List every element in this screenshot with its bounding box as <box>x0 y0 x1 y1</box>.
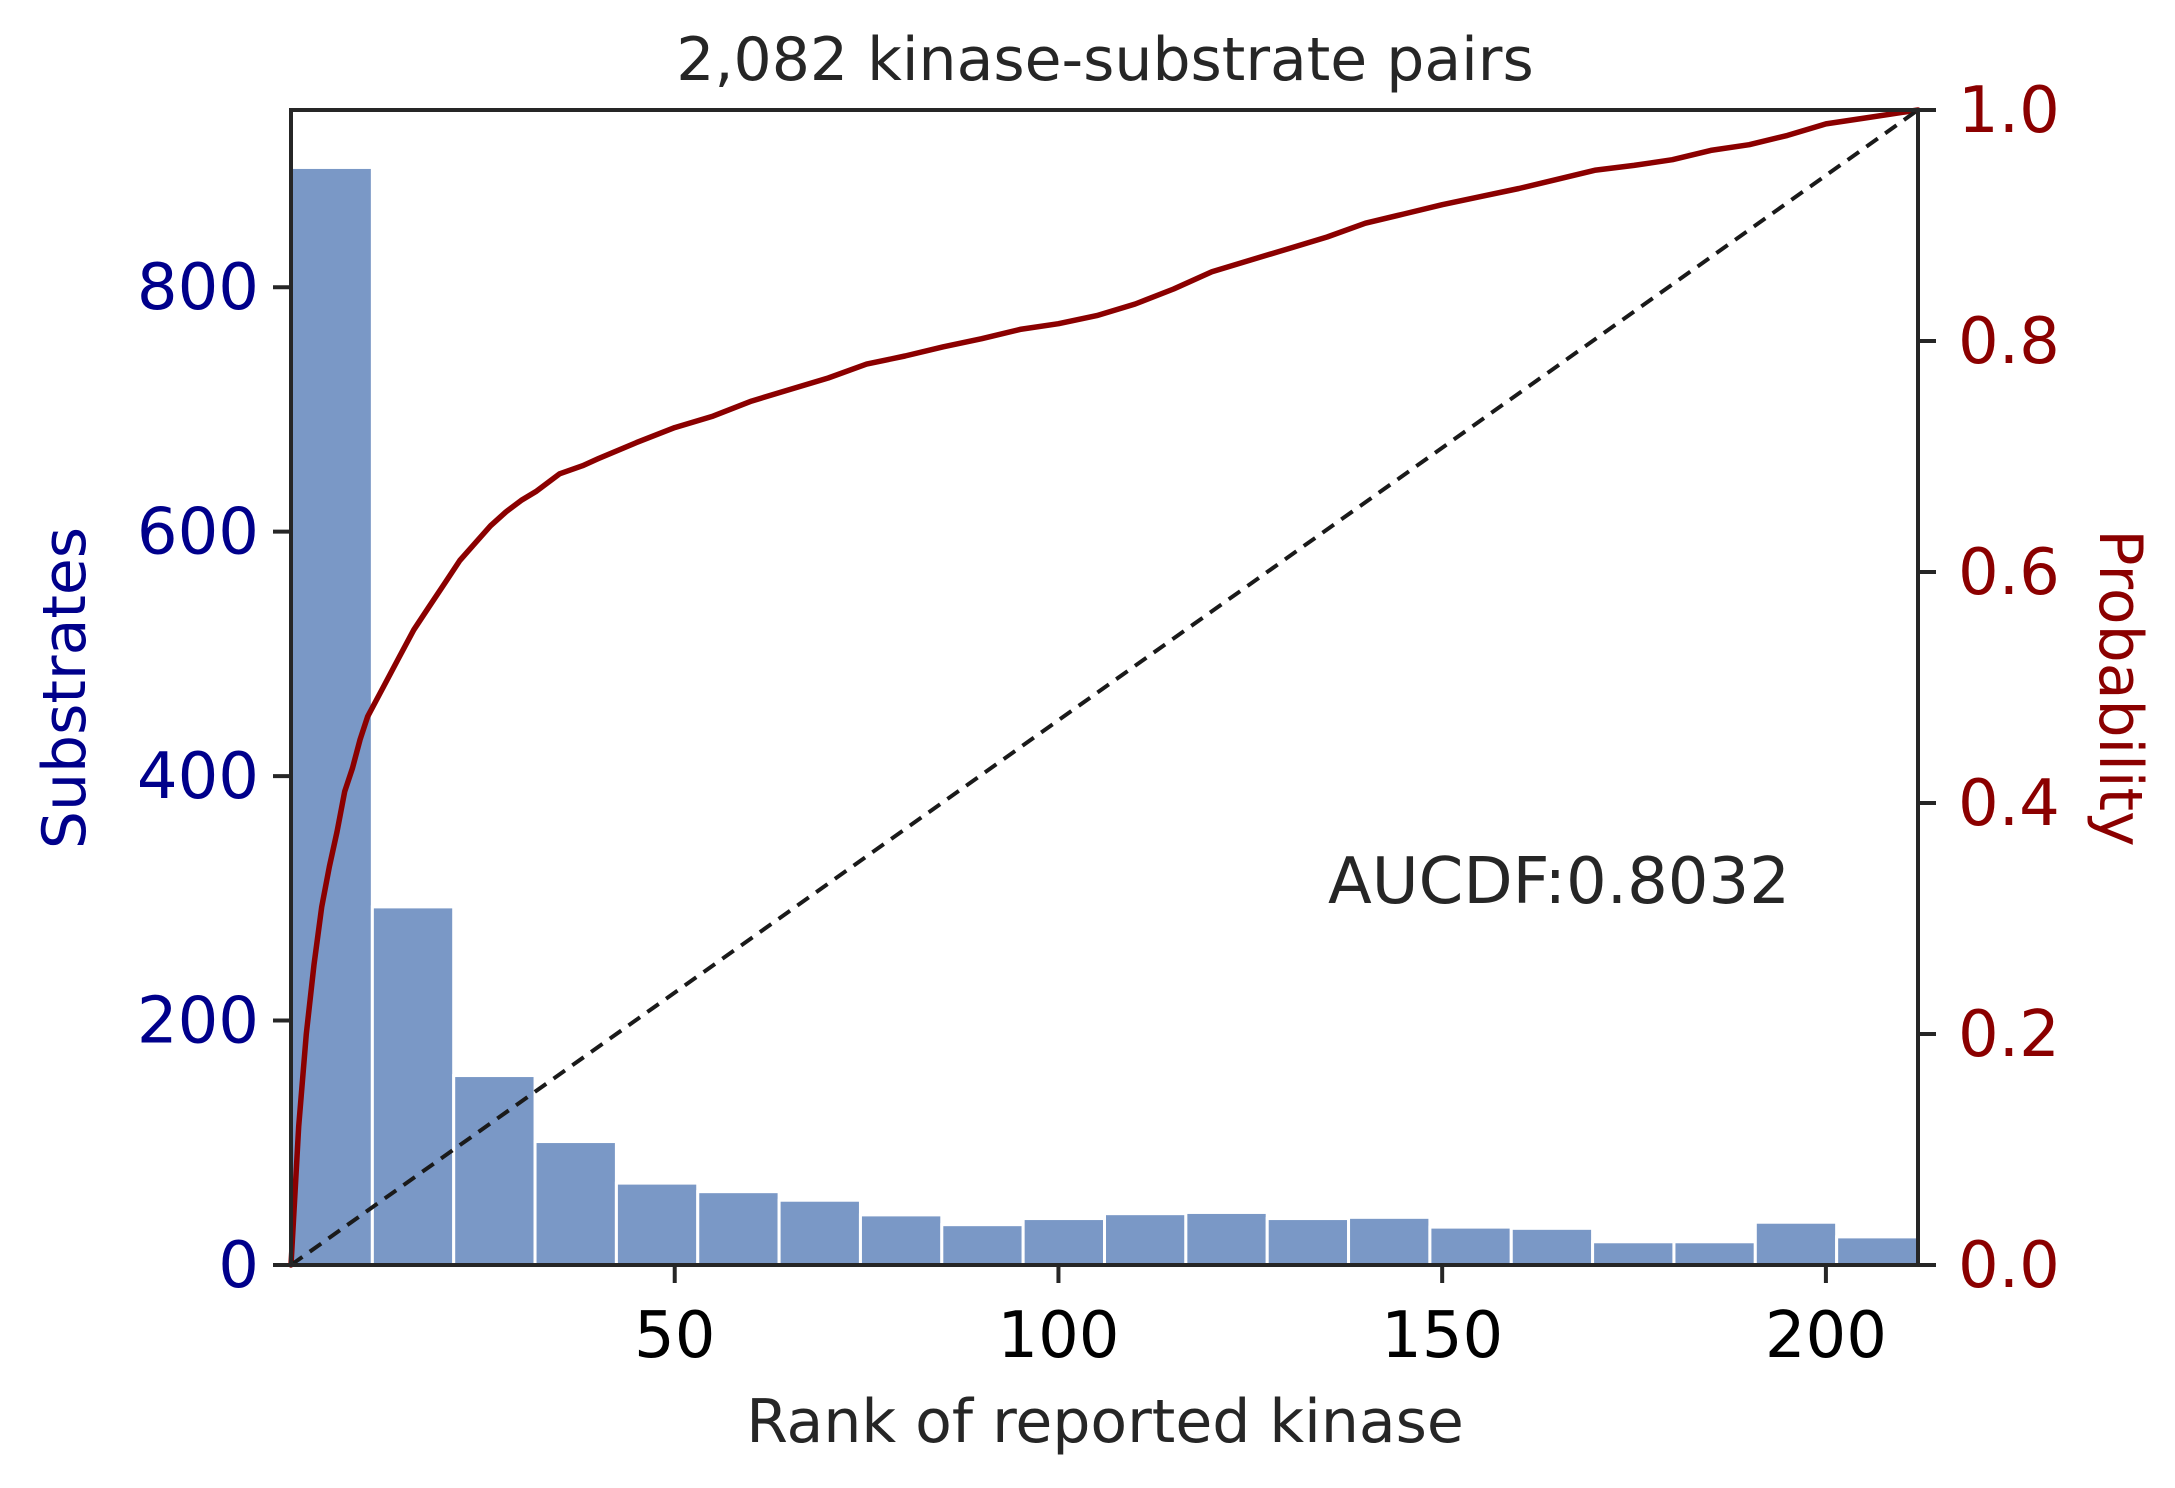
histogram-bar <box>1509 1226 1595 1267</box>
x-tick-label: 200 <box>1765 1299 1887 1373</box>
histogram-bar <box>1265 1217 1351 1267</box>
x-tick-label: 50 <box>634 1299 715 1373</box>
chart-title: 2,082 kinase-substrate pairs <box>676 25 1533 95</box>
plot-frame <box>289 108 1920 1267</box>
y-right-tick-label: 0.2 <box>1958 998 2060 1072</box>
cdf-line <box>288 107 1921 1268</box>
histogram-bar <box>1103 1212 1188 1267</box>
histogram-bar <box>1428 1225 1513 1267</box>
histogram-bar <box>858 1213 944 1267</box>
y-left-tick-label: 200 <box>137 985 259 1059</box>
histogram-bar <box>452 1074 537 1267</box>
y-right-tick-label: 0.0 <box>1958 1229 2060 1303</box>
y-right-tick-label: 0.4 <box>1958 767 2060 841</box>
y-right-tick-label: 0.8 <box>1958 305 2060 379</box>
histogram-bar <box>1753 1220 1839 1267</box>
y-left-tick-label: 400 <box>137 740 259 814</box>
histogram-bar <box>696 1190 781 1267</box>
diagonal-reference-line <box>289 108 1920 1267</box>
histogram-bar <box>614 1181 700 1267</box>
lines-layer <box>288 107 1921 1268</box>
y-left-tick-label: 0 <box>218 1229 259 1303</box>
histogram-bar <box>940 1223 1025 1267</box>
histogram-bar <box>370 905 456 1267</box>
histogram-bars <box>289 165 1920 1267</box>
y-right-tick-label: 0.6 <box>1958 536 2060 610</box>
x-axis-ticks: 50 100 150 200 <box>634 1265 1887 1373</box>
histogram-bar <box>1672 1240 1757 1267</box>
histogram-bar <box>1591 1240 1676 1267</box>
histogram-bar <box>533 1140 618 1267</box>
x-tick-label: 150 <box>1381 1299 1503 1373</box>
histogram-bar <box>1184 1210 1269 1267</box>
histogram-bar <box>1021 1217 1107 1267</box>
y-axis-right-label: Probability <box>2085 529 2155 846</box>
y-left-tick-label: 600 <box>137 496 259 570</box>
y-right-tick-label: 1.0 <box>1958 74 2060 148</box>
y-left-axis-ticks: 0 200 400 600 800 <box>137 251 291 1303</box>
aucdf-annotation: AUCDF:0.8032 <box>1328 845 1790 919</box>
y-right-axis-ticks: 0.0 0.2 0.4 0.6 0.8 1.0 <box>1918 74 2060 1303</box>
histogram-bar <box>1835 1235 1920 1267</box>
histogram-bar <box>1347 1215 1432 1267</box>
x-tick-label: 100 <box>997 1299 1119 1373</box>
y-left-tick-label: 800 <box>137 251 259 325</box>
y-axis-left-label: Substrates <box>30 527 100 849</box>
histogram-bar <box>777 1198 862 1267</box>
x-axis-label: Rank of reported kinase <box>746 1387 1464 1457</box>
